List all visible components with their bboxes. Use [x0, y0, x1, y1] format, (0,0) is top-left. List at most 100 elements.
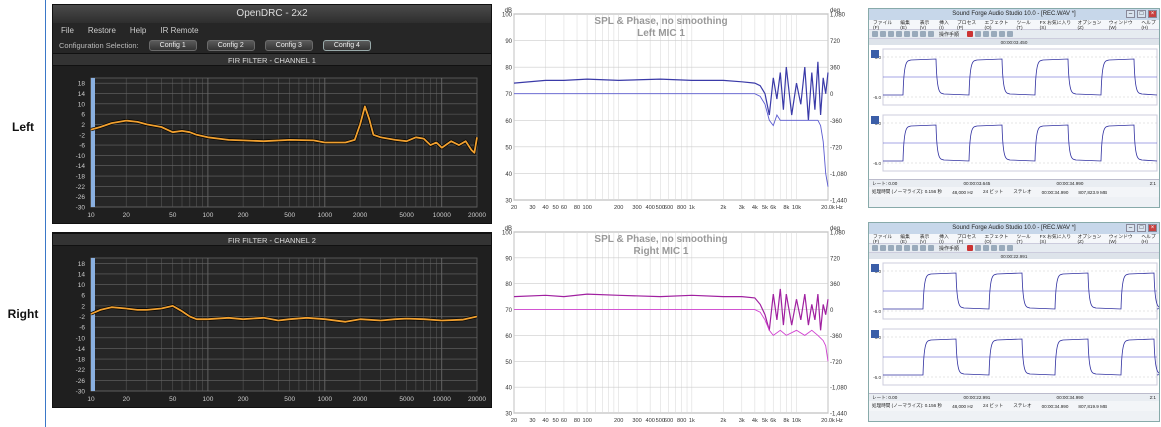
forward-icon[interactable]: [1007, 31, 1014, 37]
copy-icon[interactable]: [904, 245, 910, 251]
y-tick-label: 30: [505, 199, 512, 205]
rew-chart-top: 100 90 80 70 60 50 40 30 1,080 720 360 0 -360 -720 -1,…: [502, 4, 854, 214]
record-icon[interactable]: [967, 31, 974, 37]
rewind-icon[interactable]: [999, 31, 1006, 37]
sf-menu-item[interactable]: FX お気に入り(S): [1039, 234, 1072, 245]
sf-menu-item[interactable]: プロセス(P): [957, 234, 977, 245]
y2-tick-label: 360: [830, 66, 841, 72]
sf-menu-item[interactable]: ウィンドウ(W): [1108, 234, 1133, 245]
sf-menu-item[interactable]: エフェクト(O): [984, 20, 1009, 31]
stop-icon[interactable]: [983, 31, 990, 37]
pause-icon[interactable]: [991, 31, 998, 37]
maximize-icon[interactable]: □: [1137, 224, 1146, 232]
close-icon[interactable]: ×: [1148, 10, 1157, 18]
pause-icon[interactable]: [991, 245, 998, 251]
maximize-icon[interactable]: □: [1137, 10, 1146, 18]
waveform-view-top[interactable]: 00:00:03.450-6.0-6.0-6.0-6.0: [869, 39, 1159, 179]
y-tick-label: 70: [505, 308, 512, 314]
sf-menu-item[interactable]: 表示(V): [919, 234, 930, 245]
x-tick-label: 50: [169, 396, 177, 403]
redo-icon[interactable]: [928, 245, 934, 251]
menu-help[interactable]: Help: [129, 25, 147, 35]
config-1-button[interactable]: Config 1: [148, 39, 197, 51]
config-3-button[interactable]: Config 3: [264, 39, 313, 51]
minimize-icon[interactable]: –: [1126, 224, 1135, 232]
waveform-view-bottom[interactable]: 00:00:22.991-6.0-6.0-6.0-6.0: [869, 253, 1159, 393]
sf-menu-item[interactable]: ヘルプ(H): [1141, 20, 1156, 31]
x-tick-label: 400: [646, 418, 655, 424]
sf-menu-item[interactable]: 表示(V): [919, 20, 930, 31]
undo-icon[interactable]: [920, 245, 926, 251]
sf-menu-item[interactable]: ファイル(F): [873, 234, 893, 245]
sf-menu-item[interactable]: ウィンドウ(W): [1108, 20, 1133, 31]
sf-menu-item[interactable]: 編集(E): [900, 234, 910, 245]
time-ruler: [869, 39, 1159, 45]
y-tick-label: 40: [505, 386, 512, 392]
play-icon[interactable]: [975, 31, 982, 37]
config-label: Configuration Selection:: [59, 40, 139, 50]
cut-icon[interactable]: [896, 31, 902, 37]
record-icon[interactable]: [967, 245, 974, 251]
save-icon[interactable]: [888, 31, 894, 37]
x-tick-label: 60: [561, 418, 567, 424]
x-tick-label: 600: [664, 418, 673, 424]
undo-icon[interactable]: [920, 31, 926, 37]
config-2-button[interactable]: Config 2: [206, 39, 255, 51]
y-tick-label: -6: [79, 143, 85, 150]
redo-icon[interactable]: [928, 31, 934, 37]
response-line: [90, 105, 478, 154]
paste-icon[interactable]: [912, 31, 918, 37]
sample-rate: 48,000 Hz: [952, 403, 974, 409]
sf-tool-label[interactable]: 操作手順: [939, 31, 960, 38]
menu-file[interactable]: File: [61, 25, 74, 35]
x-tick-label: 200: [614, 418, 623, 424]
cut-icon[interactable]: [896, 245, 902, 251]
response-line: [90, 305, 478, 323]
sf-menu-item[interactable]: ファイル(F): [873, 20, 893, 31]
window-title: OpenDRC - 2x2: [53, 5, 491, 23]
sf-menu-item[interactable]: ツール(T): [1016, 20, 1031, 31]
config-4-button[interactable]: Config 4: [322, 39, 371, 51]
sf-menu-item[interactable]: エフェクト(O): [984, 234, 1009, 245]
forward-icon[interactable]: [1007, 245, 1014, 251]
y2-tick-label: -360: [830, 334, 843, 340]
close-icon[interactable]: ×: [1148, 224, 1157, 232]
sf-menu-item[interactable]: FX お気に入り(S): [1039, 20, 1072, 31]
minimize-icon[interactable]: –: [1126, 10, 1135, 18]
copy-icon[interactable]: [904, 31, 910, 37]
x-unit-label: Hz: [836, 418, 843, 424]
y2-tick-label: 720: [830, 39, 841, 45]
plot-area: [90, 77, 478, 208]
chart-title: SPL & Phase, no smoothing: [594, 234, 727, 245]
menu-restore[interactable]: Restore: [87, 25, 116, 35]
x-unit-label: Hz: [836, 205, 843, 211]
y-tick-label: 18: [78, 81, 86, 88]
new-file-icon[interactable]: [872, 245, 878, 251]
save-icon[interactable]: [888, 245, 894, 251]
sf-menu-item[interactable]: オプション(Z): [1077, 234, 1102, 245]
y-tick-label: 18: [78, 261, 86, 268]
y-tick-label: 2: [81, 122, 85, 129]
channel-icon: [871, 264, 879, 272]
sf-menu-item[interactable]: 編集(E): [900, 20, 910, 31]
new-file-icon[interactable]: [872, 31, 878, 37]
y2-tick-label: -720: [830, 145, 843, 151]
paste-icon[interactable]: [912, 245, 918, 251]
sf-menu-item[interactable]: オプション(Z): [1077, 20, 1102, 31]
stop-icon[interactable]: [983, 245, 990, 251]
sf-menu-item[interactable]: 挿入(I): [939, 234, 949, 245]
play-icon[interactable]: [975, 245, 982, 251]
length: 00:00:34.990: [1041, 403, 1069, 409]
sf-tool-label[interactable]: 操作手順: [939, 245, 960, 252]
menu-ir-remote[interactable]: IR Remote: [160, 25, 199, 35]
open-icon[interactable]: [880, 245, 886, 251]
sf-menu-item[interactable]: ヘルプ(H): [1141, 234, 1156, 245]
sf-menu-item[interactable]: プロセス(P): [957, 20, 977, 31]
open-icon[interactable]: [880, 31, 886, 37]
time-ruler: [869, 253, 1159, 259]
sf-menu-item[interactable]: ツール(T): [1016, 234, 1031, 245]
sf-menu-item[interactable]: 挿入(I): [939, 20, 949, 31]
x-tick-label: 300: [632, 205, 641, 211]
y-tick-label: -10: [76, 153, 86, 160]
rewind-icon[interactable]: [999, 245, 1006, 251]
